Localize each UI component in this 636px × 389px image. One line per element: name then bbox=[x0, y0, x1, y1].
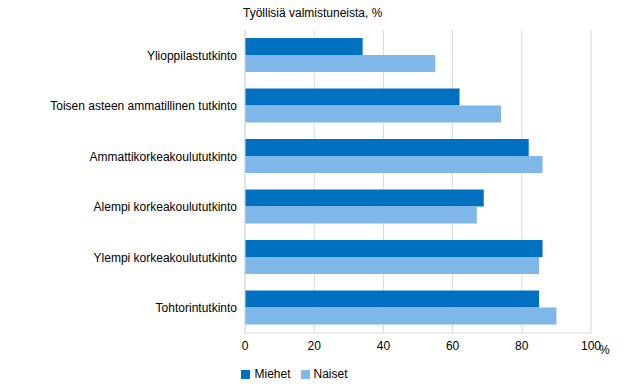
svg-text:20: 20 bbox=[308, 339, 322, 353]
svg-text:Ylempi korkeakoulututkinto: Ylempi korkeakoulututkinto bbox=[94, 251, 238, 265]
svg-text:%: % bbox=[599, 343, 610, 357]
html-text:Työllisiä valmistuneista, %: Työllisiä valmistuneista, % bbox=[243, 6, 383, 20]
svg-text:Tohtorintutkinto: Tohtorintutkinto bbox=[156, 301, 238, 315]
svg-text:Toisen asteen ammatillinen tut: Toisen asteen ammatillinen tutkinto bbox=[50, 99, 237, 113]
svg-text:0: 0 bbox=[242, 339, 249, 353]
svg-text:Alempi korkeakoulututkinto: Alempi korkeakoulututkinto bbox=[94, 200, 238, 214]
svg-text:40: 40 bbox=[377, 339, 391, 353]
svg-text:Ylioppilastutkinto: Ylioppilastutkinto bbox=[147, 49, 237, 63]
html-text:Naiset: Naiset bbox=[313, 367, 348, 381]
svg-text:60: 60 bbox=[446, 339, 460, 353]
svg-text:100: 100 bbox=[581, 338, 601, 353]
svg-text:Ammattikorkeakoulututkinto: Ammattikorkeakoulututkinto bbox=[90, 150, 238, 164]
svg-text:80: 80 bbox=[515, 339, 529, 353]
html-text:Miehet: Miehet bbox=[254, 367, 291, 381]
